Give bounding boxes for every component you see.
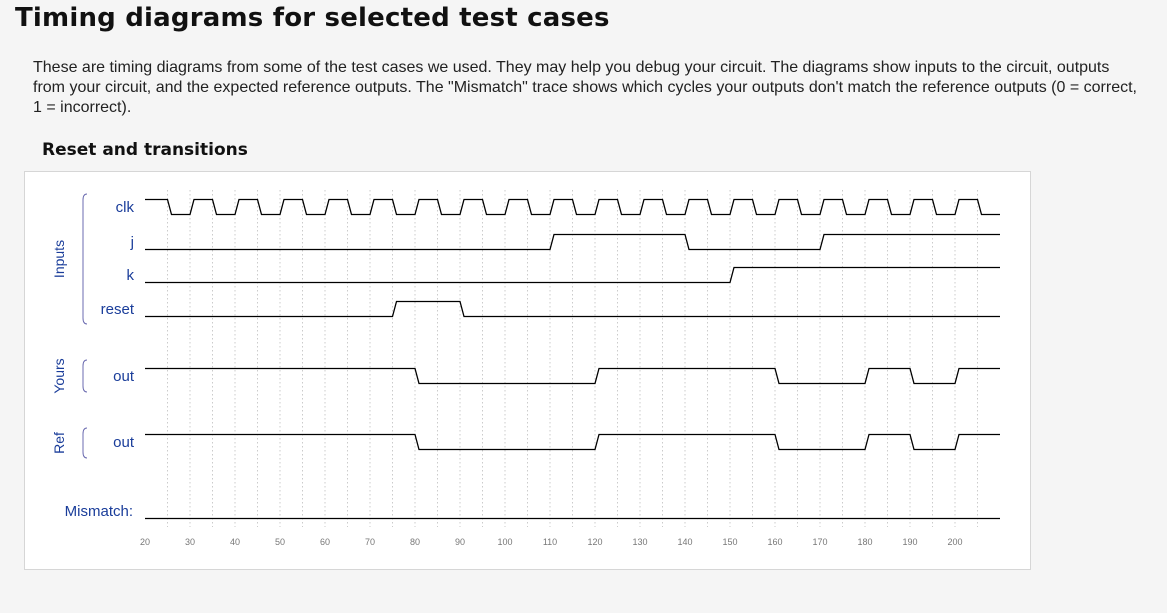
tick-label: 60 bbox=[320, 537, 330, 547]
yours-group-label: Yours bbox=[51, 358, 67, 393]
mismatch-label: Mismatch: bbox=[65, 503, 133, 520]
tick-label: 20 bbox=[140, 537, 150, 547]
tick-label: 90 bbox=[455, 537, 465, 547]
inputs-group-label: Inputs bbox=[51, 240, 67, 278]
tick-label: 30 bbox=[185, 537, 195, 547]
ref-out-label: out bbox=[113, 434, 135, 451]
j-trace bbox=[145, 233, 1000, 251]
yours-out-trace bbox=[145, 367, 1000, 385]
clk-trace bbox=[145, 198, 1000, 216]
ref-group-label: Ref bbox=[51, 432, 67, 454]
ref-out-trace bbox=[145, 433, 1000, 451]
k-trace bbox=[145, 266, 1000, 284]
tick-label: 70 bbox=[365, 537, 375, 547]
tick-label: 180 bbox=[857, 537, 872, 547]
tick-label: 50 bbox=[275, 537, 285, 547]
k-label: k bbox=[127, 267, 135, 284]
yours-out-label: out bbox=[113, 368, 135, 385]
reset-label: reset bbox=[101, 301, 135, 318]
section-title: Reset and transitions bbox=[42, 140, 248, 160]
j-label: j bbox=[130, 234, 134, 251]
tick-label: 130 bbox=[632, 537, 647, 547]
tick-label: 200 bbox=[947, 537, 962, 547]
description-text: These are timing diagrams from some of t… bbox=[33, 59, 1137, 116]
clk-label: clk bbox=[116, 199, 135, 216]
tick-label: 140 bbox=[677, 537, 692, 547]
tick-label: 40 bbox=[230, 537, 240, 547]
tick-label: 190 bbox=[902, 537, 917, 547]
yours-group-bracket bbox=[82, 359, 88, 393]
tick-label: 150 bbox=[722, 537, 737, 547]
tick-label: 100 bbox=[497, 537, 512, 547]
ref-group-bracket bbox=[82, 427, 88, 459]
reset-trace bbox=[145, 300, 1000, 318]
page-title: Timing diagrams for selected test cases bbox=[15, 3, 610, 33]
timing-diagram-panel: 20 30 40 50 60 70 80 90 100 110 120 130 140 150 160 170… bbox=[24, 171, 1031, 570]
tick-label: 170 bbox=[812, 537, 827, 547]
inputs-group-bracket bbox=[82, 193, 88, 325]
tick-label: 80 bbox=[410, 537, 420, 547]
tick-label: 120 bbox=[587, 537, 602, 547]
timing-diagram: 20 30 40 50 60 70 80 90 100 110 120 130 140 150 160 170… bbox=[51, 190, 1000, 547]
tick-label: 110 bbox=[543, 537, 557, 547]
tick-label: 160 bbox=[767, 537, 782, 547]
